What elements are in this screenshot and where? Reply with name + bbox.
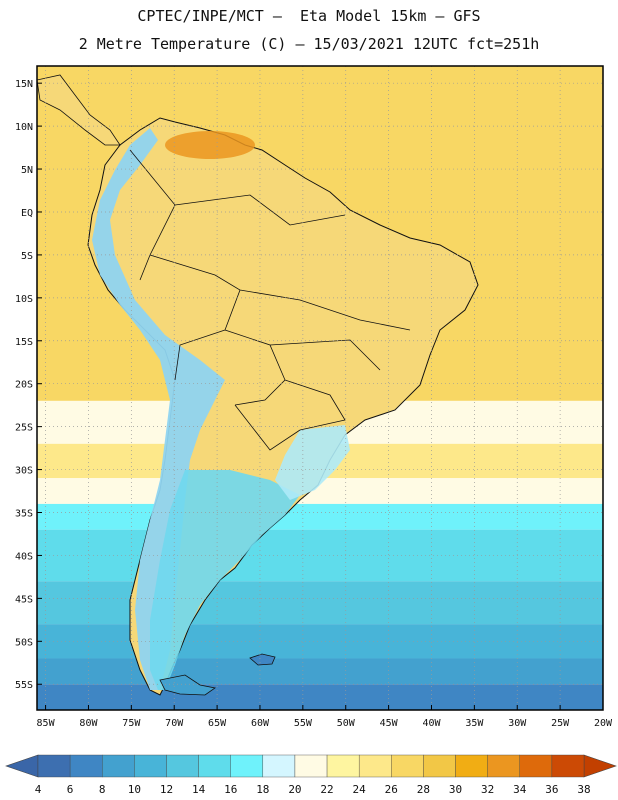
lon-label-12: 25W bbox=[551, 718, 570, 729]
colorbar-swatch-16 bbox=[551, 754, 585, 778]
lon-label-3: 70W bbox=[165, 718, 184, 729]
map-frame bbox=[36, 65, 604, 711]
lon-label-2: 75W bbox=[122, 718, 141, 729]
temperature-band-8 bbox=[37, 658, 603, 685]
colorbar-swatch-3 bbox=[134, 754, 167, 778]
tierra-del-fuego bbox=[159, 674, 216, 696]
colorbar-swatch-8 bbox=[294, 754, 328, 778]
lat-label-13: 50S bbox=[15, 637, 33, 648]
colorbar-swatch-11 bbox=[391, 754, 424, 778]
lon-label-4: 65W bbox=[208, 718, 227, 729]
lat-label-9: 30S bbox=[15, 466, 33, 477]
lon-label-6: 55W bbox=[294, 718, 313, 729]
colorbar-level-12: 28 bbox=[417, 783, 430, 796]
temperature-band-6 bbox=[37, 581, 603, 625]
lon-label-5: 60W bbox=[251, 718, 270, 729]
lat-label-5: 10S bbox=[15, 294, 33, 305]
colorbar-swatch-2 bbox=[102, 754, 135, 778]
colorbar-level-8: 20 bbox=[288, 783, 301, 796]
colorbar-level-2: 8 bbox=[99, 783, 106, 796]
lon-label-10: 35W bbox=[465, 718, 484, 729]
lat-label-2: 5N bbox=[21, 165, 33, 176]
lon-label-0: 85W bbox=[37, 718, 56, 729]
colorbar-level-15: 34 bbox=[513, 783, 527, 796]
lat-label-8: 25S bbox=[15, 423, 33, 434]
south-brazil-cool-region bbox=[275, 425, 350, 500]
lat-label-11: 40S bbox=[15, 551, 33, 562]
lat-label-4: 5S bbox=[21, 251, 33, 262]
lon-label-13: 20W bbox=[594, 718, 613, 729]
lat-label-3: EQ bbox=[21, 208, 33, 219]
colorbar-swatch-12 bbox=[423, 754, 456, 778]
colorbar-level-11: 26 bbox=[385, 783, 398, 796]
temperature-band-4 bbox=[37, 503, 603, 530]
colorbar-swatch-4 bbox=[166, 754, 199, 778]
country-borders bbox=[129, 149, 411, 451]
map-subtitle: 2 Metre Temperature (C) – 15/03/2021 12U… bbox=[78, 35, 540, 53]
colorbar-level-1: 6 bbox=[67, 783, 74, 796]
temperature-colorbar: 4 6 8 10 12 14 16 18 20 22 24 26 28 30 32 34 36 38 bbox=[5, 754, 617, 796]
colorbar-level-4: 12 bbox=[160, 783, 173, 796]
lat-label-12: 45S bbox=[15, 594, 33, 605]
colorbar-level-0: 4 bbox=[35, 783, 42, 796]
latitude-labels: 15N 10N 5N EQ 5S 10S 15S 20S 25S 30S 35S 40S 45S 50S 5… bbox=[15, 79, 42, 691]
colorbar-level-14: 32 bbox=[481, 783, 494, 796]
lat-label-10: 35S bbox=[15, 509, 33, 520]
colorbar-level-13: 30 bbox=[449, 783, 462, 796]
colorbar-swatch-1 bbox=[69, 754, 103, 778]
colorbar-swatch-15 bbox=[519, 754, 553, 778]
colorbar-level-3: 10 bbox=[128, 783, 141, 796]
colorbar-swatch-14 bbox=[487, 754, 520, 778]
lat-label-6: 15S bbox=[15, 337, 33, 348]
colorbar-swatch-7 bbox=[262, 754, 296, 778]
colorbar-level-10: 24 bbox=[353, 783, 367, 796]
graticule bbox=[37, 66, 603, 710]
lat-label-0: 15N bbox=[15, 79, 33, 90]
lon-label-8: 45W bbox=[380, 718, 399, 729]
colorbar-swatch-13 bbox=[455, 754, 488, 778]
colorbar-swatch-6 bbox=[230, 754, 264, 778]
lon-label-11: 30W bbox=[508, 718, 527, 729]
map-title: CPTEC/INPE/MCT – Eta Model 15km – GFS bbox=[137, 7, 481, 25]
southern-cone-cool-region bbox=[150, 470, 300, 690]
colorbar-level-7: 18 bbox=[256, 783, 269, 796]
lon-label-9: 40W bbox=[422, 718, 441, 729]
colorbar-level-9: 22 bbox=[320, 783, 333, 796]
lon-label-1: 80W bbox=[79, 718, 98, 729]
colorbar-swatch-9 bbox=[326, 754, 360, 778]
longitude-labels: 85W 80W 75W 70W 65W 60W 55W 50W 45W 40W 35W 30W 25W 2… bbox=[37, 705, 613, 729]
colorbar-level-16: 36 bbox=[545, 783, 558, 796]
colorbar-swatch-10 bbox=[358, 754, 392, 778]
colorbar-level-6: 16 bbox=[224, 783, 237, 796]
colorbar-high-arrow bbox=[583, 754, 617, 778]
lat-label-1: 10N bbox=[15, 122, 33, 133]
temperature-band-9 bbox=[37, 684, 603, 710]
colorbar-low-arrow bbox=[5, 754, 39, 778]
colorbar-swatch-0 bbox=[37, 754, 71, 778]
central-america bbox=[37, 74, 121, 146]
colorbar-level-5: 14 bbox=[192, 783, 206, 796]
colorbar-level-17: 38 bbox=[577, 783, 590, 796]
lat-label-14: 55S bbox=[15, 680, 33, 691]
venezuela-hot-region bbox=[165, 131, 255, 159]
lat-label-7: 20S bbox=[15, 380, 33, 391]
lon-label-7: 50W bbox=[337, 718, 356, 729]
colorbar-swatch-5 bbox=[198, 754, 231, 778]
